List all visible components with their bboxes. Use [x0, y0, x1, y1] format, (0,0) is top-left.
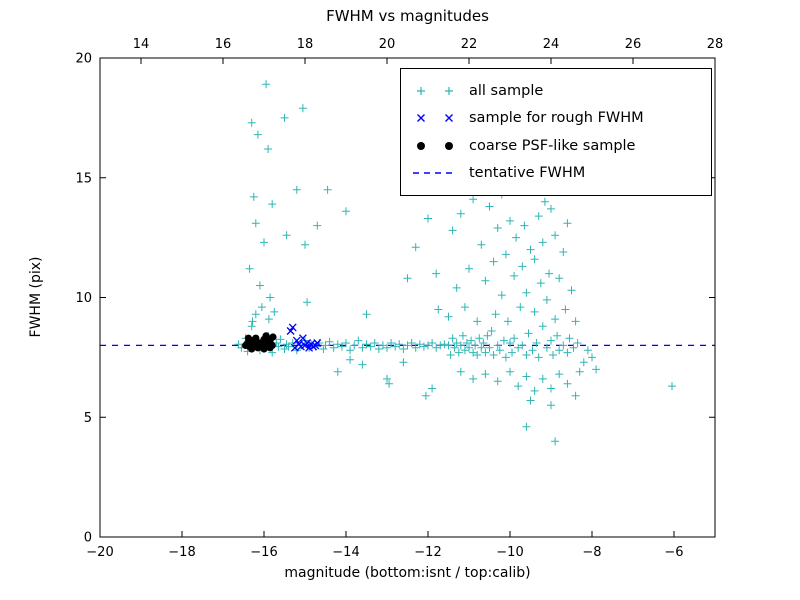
svg-text:22: 22	[461, 37, 478, 52]
x-marker-icon	[417, 114, 453, 123]
svg-text:20: 20	[379, 37, 396, 52]
svg-text:−8: −8	[582, 545, 601, 560]
legend-label: tentative FWHM	[469, 165, 586, 182]
dashed-line-icon	[413, 172, 457, 174]
legend-item-psf-sample: coarse PSF-like sample	[411, 138, 701, 154]
svg-text:−16: −16	[250, 545, 277, 560]
legend: all sample sample for rough FWHM coarse …	[400, 68, 712, 196]
legend-item-rough-fwhm: sample for rough FWHM	[411, 110, 701, 126]
svg-text:−14: −14	[332, 545, 359, 560]
chart-title: FWHM vs magnitudes	[326, 7, 489, 25]
svg-text:16: 16	[215, 37, 232, 52]
svg-text:10: 10	[75, 291, 92, 306]
svg-text:−20: −20	[86, 545, 113, 560]
legend-item-tentative-fwhm: tentative FWHM	[411, 165, 701, 181]
legend-label: all sample	[469, 82, 544, 99]
x-axis-label: magnitude (bottom:isnt / top:calib)	[284, 565, 531, 581]
legend-label: coarse PSF-like sample	[469, 137, 636, 154]
svg-text:−12: −12	[414, 545, 441, 560]
svg-text:26: 26	[625, 37, 642, 52]
legend-label: sample for rough FWHM	[469, 110, 644, 127]
svg-text:18: 18	[297, 37, 314, 52]
svg-text:15: 15	[75, 171, 92, 186]
svg-text:14: 14	[133, 37, 150, 52]
svg-text:20: 20	[75, 52, 92, 67]
svg-text:5: 5	[84, 411, 92, 426]
legend-item-all-sample: all sample	[411, 83, 701, 99]
svg-text:0: 0	[84, 531, 92, 546]
svg-text:−18: −18	[168, 545, 195, 560]
svg-text:24: 24	[543, 37, 560, 52]
y-axis-label: FWHM (pix)	[28, 256, 44, 338]
svg-text:28: 28	[707, 37, 724, 52]
dot-marker-icon	[417, 141, 453, 150]
plus-marker-icon	[417, 86, 453, 95]
svg-text:−6: −6	[664, 545, 683, 560]
svg-text:−10: −10	[496, 545, 523, 560]
